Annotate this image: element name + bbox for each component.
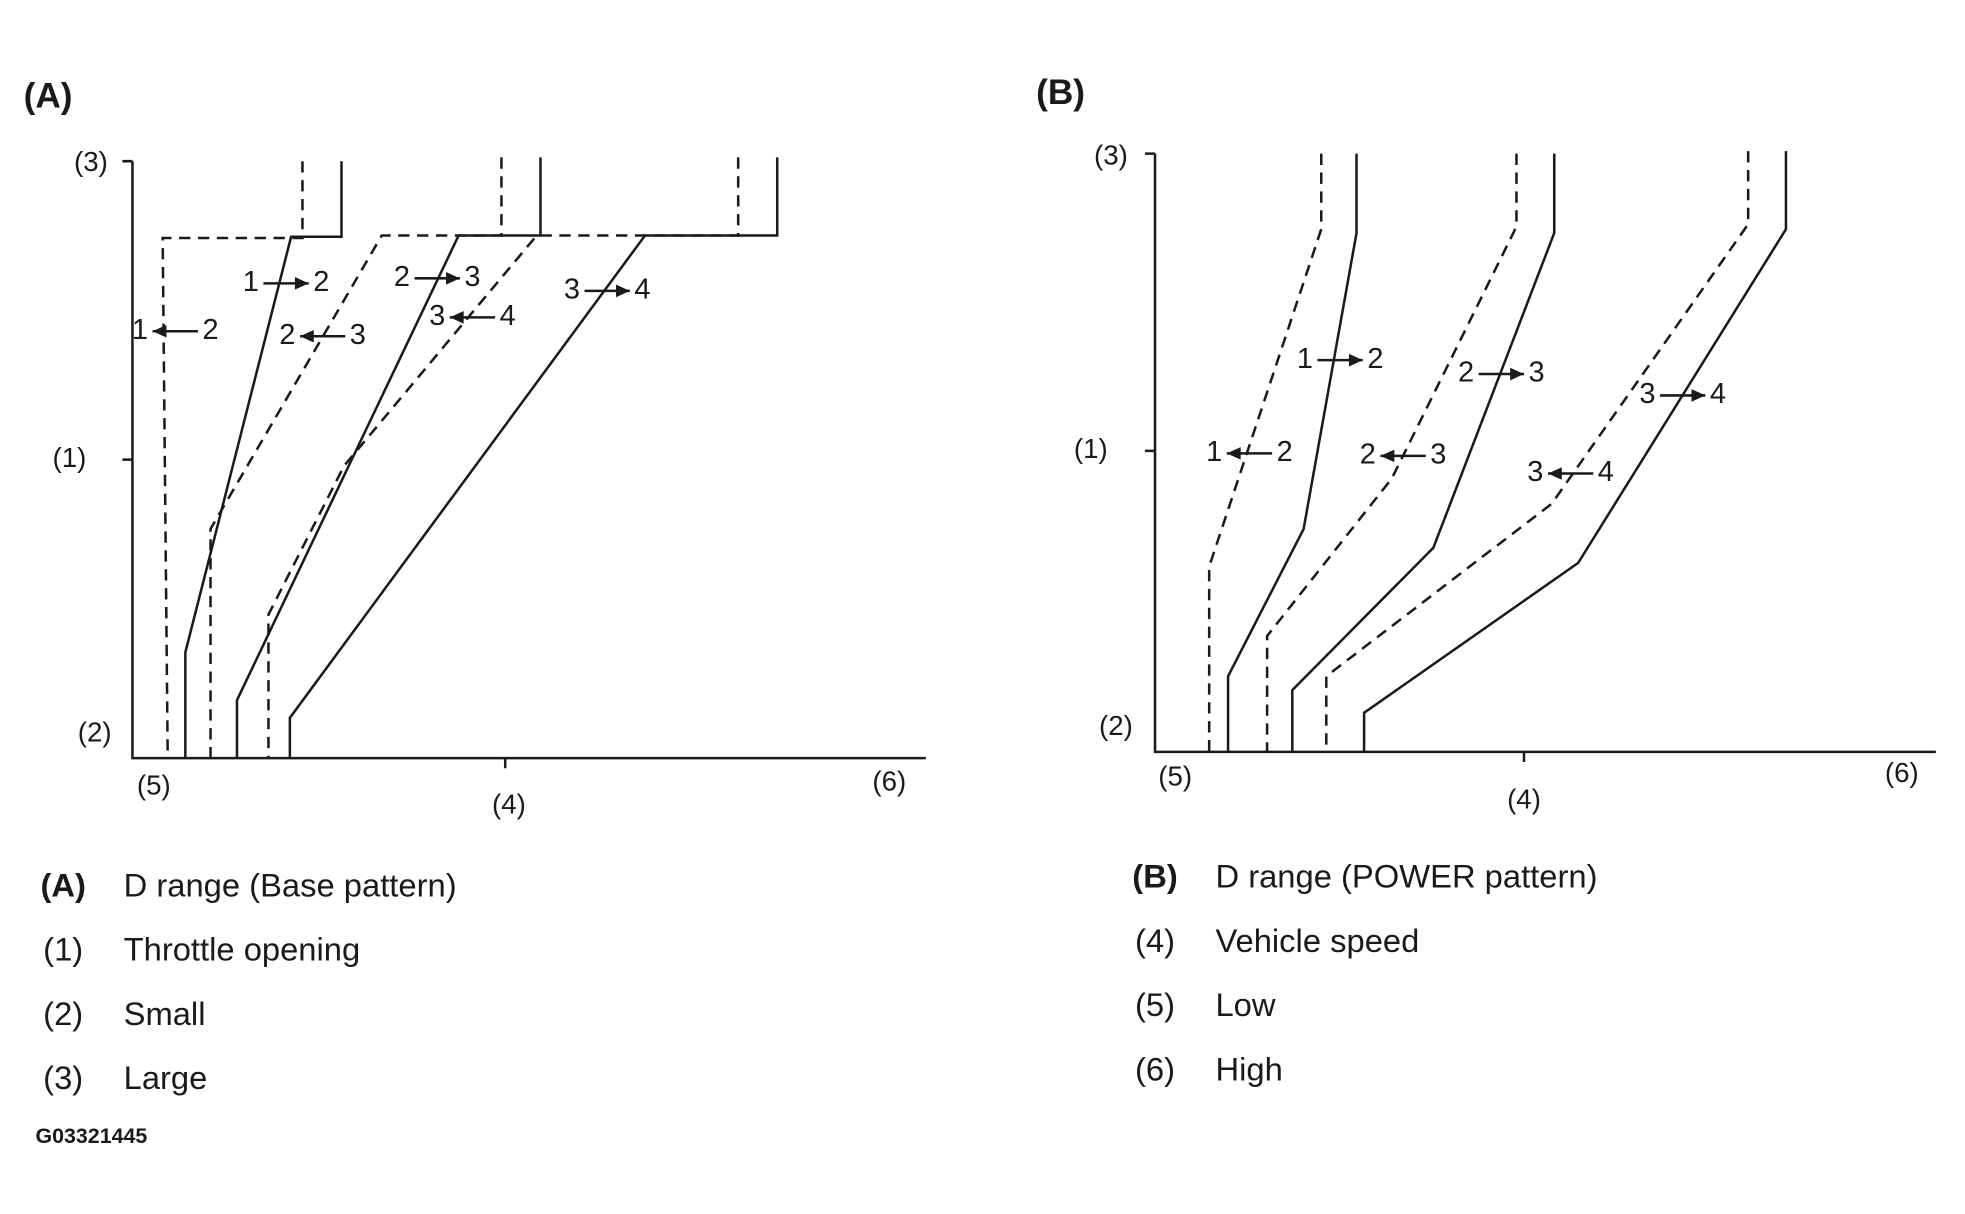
shift-from: 3 — [564, 274, 580, 306]
shift-to: 3 — [464, 261, 480, 293]
arrow-head — [446, 272, 460, 285]
shift-to: 2 — [202, 314, 218, 346]
legend-text: High — [1215, 1050, 1282, 1087]
arrow-head — [152, 324, 167, 338]
legend-text: Small — [124, 995, 206, 1032]
arrow-head — [1226, 447, 1241, 460]
legend-key: (3) — [43, 1059, 83, 1096]
arrow-head — [1510, 367, 1525, 381]
arrow-head — [616, 284, 630, 298]
legend-text: Large — [124, 1059, 208, 1096]
shift-from: 1 — [1206, 436, 1222, 468]
legend-key: (A) — [40, 866, 85, 903]
shift-from: 3 — [1527, 456, 1543, 488]
shift-to: 3 — [350, 319, 366, 351]
shift-from: 1 — [132, 314, 148, 346]
y-axis-label: (1) — [53, 442, 87, 473]
shift-to: 4 — [500, 300, 516, 332]
panel-title: (A) — [24, 77, 73, 116]
legend-key: (5) — [1135, 986, 1175, 1023]
legend-text: Vehicle speed — [1215, 922, 1419, 959]
x-axis-label: (6) — [872, 766, 906, 797]
y-axis-label: (3) — [74, 146, 108, 177]
shift-from: 2 — [279, 319, 295, 351]
arrow-head — [449, 311, 464, 324]
x-axis-label: (4) — [1507, 783, 1541, 814]
arrow-head — [299, 329, 314, 343]
legend-key: (4) — [1135, 922, 1175, 959]
shift-to: 2 — [1277, 436, 1293, 468]
shift-to: 2 — [1367, 343, 1383, 375]
y-axis-label: (3) — [1094, 140, 1128, 171]
shift-from: 1 — [243, 266, 259, 298]
arrow-head — [294, 277, 309, 290]
x-axis-label: (5) — [1158, 761, 1192, 792]
panel-title: (B) — [1036, 73, 1085, 112]
shift-from: 1 — [1297, 343, 1313, 375]
figure-code: G03321445 — [35, 1124, 147, 1148]
y-axis-label: (2) — [78, 717, 112, 748]
legend-key: (6) — [1135, 1050, 1175, 1087]
legend-text: D range (Base pattern) — [124, 866, 457, 903]
arrow-head — [1380, 449, 1395, 463]
shift-from: 2 — [1360, 439, 1376, 471]
shift-from: 3 — [429, 300, 445, 332]
panel-b-lines — [1144, 151, 1936, 762]
arrow-head — [1691, 389, 1706, 402]
arrow-head — [1348, 353, 1363, 367]
shift-to: 3 — [1430, 439, 1446, 471]
shift-from: 2 — [1458, 357, 1474, 389]
shift-from: 2 — [394, 261, 410, 293]
legend-key: (1) — [43, 931, 83, 968]
legend-text: Low — [1215, 986, 1275, 1023]
shift-from: 3 — [1639, 378, 1655, 410]
x-axis-label: (4) — [492, 788, 526, 819]
shift-to: 2 — [313, 266, 329, 298]
shift-to: 4 — [634, 274, 650, 306]
shift-to: 3 — [1529, 357, 1545, 389]
y-axis-label: (1) — [1074, 433, 1108, 464]
panel-a-lines — [122, 157, 926, 769]
x-axis-label: (6) — [1885, 757, 1919, 788]
legend-key: (2) — [43, 995, 83, 1032]
y-axis-label: (2) — [1099, 710, 1133, 741]
shift-to: 4 — [1598, 456, 1614, 488]
arrow-head — [1547, 467, 1562, 480]
x-axis-label: (5) — [137, 769, 171, 800]
legend-text: Throttle opening — [124, 931, 361, 968]
shift-to: 4 — [1710, 378, 1726, 410]
legend-text: D range (POWER pattern) — [1215, 858, 1597, 895]
legend-key: (B) — [1132, 858, 1177, 895]
